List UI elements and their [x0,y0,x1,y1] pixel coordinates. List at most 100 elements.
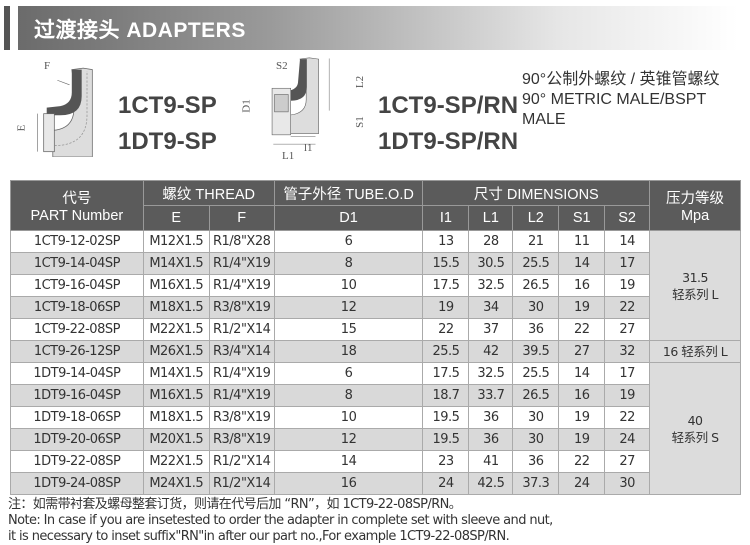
table-cell: 33.7 [468,384,514,407]
header-f: F [208,205,275,231]
product-description: 90°公制外螺纹 / 英锥管螺纹 90° METRIC MALE/BSPT MA… [522,70,750,130]
header-tube-od: 管子外径 TUBE.O.D [273,180,424,206]
table-cell: 25.5 [512,252,560,275]
table-cell: 1CT9-22-08SP [10,318,144,341]
table-cell: R1/8"X28 [208,230,275,253]
table-cell: M16X1.5 [142,274,210,297]
table-cell: 27 [558,340,606,363]
pressure-value: 31.5 [682,269,708,285]
table-cell: 30 [512,406,560,429]
table-cell: 1DT9-14-04SP [10,362,144,385]
pressure-series: 轻系列 S [671,429,719,445]
table-cell: 12 [273,296,424,319]
table-cell: 6 [273,230,424,253]
header-l2: L2 [512,205,560,231]
table-cell: M22X1.5 [142,318,210,341]
header-pressure: 压力等级 Mpa [649,180,741,231]
table-cell: 22 [604,406,651,429]
table-row: 1CT9-22-08SP M22X1.5 R1/2"X14 15 22 37 36 22 27 [10,318,741,341]
model-1dt9-sp: 1DT9-SP [118,128,217,155]
header-s1: S1 [558,205,606,231]
table-cell: 22 [422,318,470,341]
table-cell: R1/4"X19 [208,274,275,297]
header-l1: L1 [468,205,514,231]
header-dimensions: 尺寸 DIMENSIONS [422,180,651,206]
table-cell: 12 [273,428,424,451]
table-cell: 17.5 [422,362,470,385]
table-cell: 22 [558,318,606,341]
header-l1-small: I1 [422,205,470,231]
table-cell: M20X1.5 [142,428,210,451]
table-cell: 1CT9-16-04SP [10,274,144,297]
banner-accent [4,6,10,50]
table-cell: 24 [558,472,606,495]
table-cell: 30 [604,472,651,495]
table-cell: 1DT9-20-06SP [10,428,144,451]
elbow-fitting-drawing [37,67,93,157]
table-cell: M26X1.5 [142,340,210,363]
table-cell: 30.5 [468,252,514,275]
dimension-label-l1-small: l1 [304,142,313,154]
table-cell: 32.5 [468,274,514,297]
dimension-label-d1: D1 [240,99,253,113]
pressure-rating: 40 轻系列 S [649,362,741,495]
dimension-label-s2: S2 [276,60,288,72]
pressure-value: 16 轻系列 L [662,344,728,359]
table-cell: R1/2"X14 [208,450,275,473]
table-cell: 1DT9-18-06SP [10,406,144,429]
table-cell: 32.5 [468,362,514,385]
table-cell: M24X1.5 [142,472,210,495]
table-row: 1CT9-18-06SP M18X1.5 R3/8"X19 12 19 34 30 19 22 [10,296,741,319]
table-cell: 16 [273,472,424,495]
table-cell: 36 [512,318,560,341]
order-note: 注：如需带衬套及螺母整套订货，则请在代号后加 “RN”，如 1CT9-22-08… [8,497,553,545]
table-cell: M16X1.5 [142,384,210,407]
table-cell: 19 [558,428,606,451]
table-cell: 22 [604,296,651,319]
table-cell: 11 [558,230,606,253]
table-cell: 1CT9-18-06SP [10,296,144,319]
dimension-label-l2: L2 [354,75,367,89]
table-cell: 25.5 [512,362,560,385]
table-cell: 15 [273,318,424,341]
table-cell: 41 [468,450,514,473]
table-row: 1DT9-24-08SP M24X1.5 R1/2"X14 16 24 42.5 37.3 2… [10,472,741,495]
banner-background [18,6,738,50]
table-row: 1DT9-18-06SP M18X1.5 R3/8"X19 10 19.5 36 30 19 2… [10,406,741,429]
table-cell: 30 [512,428,560,451]
table-cell: 15.5 [422,252,470,275]
table-cell: 14 [604,230,651,253]
elbow-fitting-with-nut-drawing [271,57,330,145]
header-e: E [142,205,210,231]
table-cell: 19 [558,406,606,429]
table-cell: 23 [422,450,470,473]
table-cell: R1/2"X14 [208,472,275,495]
table-cell: 8 [273,384,424,407]
table-cell: 37 [468,318,514,341]
header-part-en: PART Number [30,208,124,224]
table-cell: R1/4"X19 [208,362,275,385]
table-cell: 22 [558,450,606,473]
table-cell: 10 [273,406,424,429]
pressure-rating: 31.5 轻系列 L [649,230,741,341]
header-part-cn: 代号 [62,191,92,207]
table-cell: 36 [468,406,514,429]
table-cell: 17.5 [422,274,470,297]
table-cell: M18X1.5 [142,406,210,429]
table-cell: 36 [512,450,560,473]
table-cell: M18X1.5 [142,296,210,319]
table-body: 1CT9-12-02SP M12X1.5 R1/8"X28 6 13 28 21 11 14 31… [10,230,741,495]
table-cell: 36 [468,428,514,451]
table-cell: 1CT9-14-04SP [10,252,144,275]
table-cell: 24 [422,472,470,495]
table-cell: 1DT9-16-04SP [10,384,144,407]
table-cell: 17 [604,362,651,385]
table-cell: 27 [604,318,651,341]
model-1ct9-sp: 1CT9-SP [118,92,217,119]
adapter-spec-table: 代号 PART Number 螺纹 THREAD 管子外径 TUBE.O.D 尺寸… [10,180,741,495]
note-en-line1: Note: In case if you are insetested to o… [8,513,553,528]
header-s2: S2 [604,205,651,231]
table-cell: 21 [512,230,560,253]
table-cell: 28 [468,230,514,253]
table-cell: 16 [558,274,606,297]
